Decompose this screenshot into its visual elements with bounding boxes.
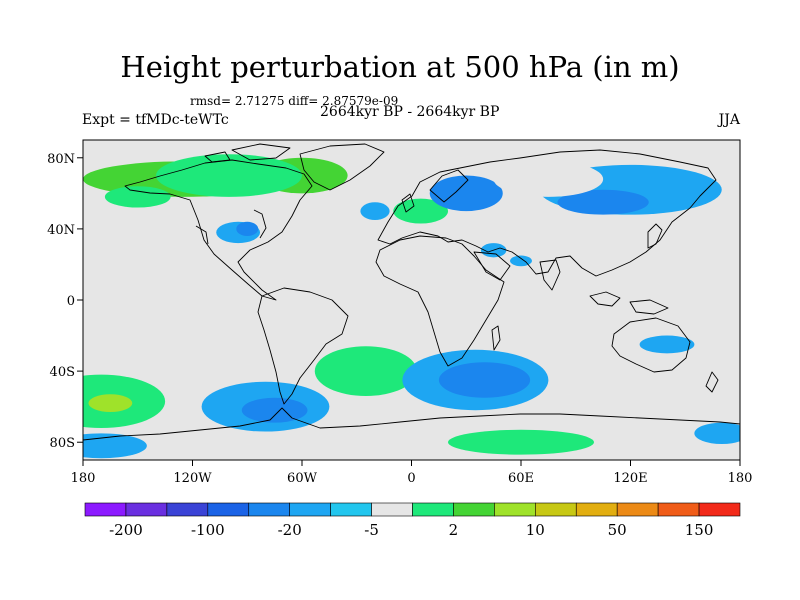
colorbar-swatch-10 (494, 502, 536, 517)
colorbar-label-6: 50 (608, 521, 627, 539)
colorbar-swatch-1 (125, 502, 168, 517)
y-axis: 80N 40N 0 40S 80S (47, 152, 83, 451)
colorbar-label-1: -100 (191, 521, 225, 539)
anomaly-region-3 (104, 186, 171, 208)
colorbar-swatch-7 (371, 502, 413, 517)
anomaly-region-23 (314, 346, 417, 396)
y-tick-label-1: 40N (47, 223, 75, 238)
anomaly-region-9 (429, 175, 503, 212)
anomaly-region-11 (557, 189, 649, 215)
anomaly-region-20 (146, 342, 239, 365)
anomaly-region-30 (448, 429, 594, 455)
anomaly-fields (83, 143, 740, 460)
x-axis: 180 120W 60W 0 60E 120E 180 (71, 460, 753, 486)
colorbar: -200 -100 -20 -5 2 10 50 150 (84, 502, 741, 539)
colorbar-label-5: 10 (526, 521, 545, 539)
colorbar-swatch-15 (698, 502, 741, 517)
colorbar-swatch-5 (289, 502, 331, 517)
colorbar-swatch-4 (248, 502, 290, 517)
colorbar-swatch-12 (575, 502, 618, 517)
anomaly-region-6 (236, 221, 259, 236)
anomaly-region-4 (134, 223, 178, 242)
anomaly-region-14 (351, 244, 417, 267)
x-tick-label-2: 60W (287, 471, 318, 486)
colorbar-swatch-3 (207, 502, 250, 517)
anomaly-region-12 (493, 161, 604, 197)
coastlines (83, 143, 740, 441)
colorbar-swatch-9 (453, 502, 495, 517)
season-label: JJA (718, 112, 740, 128)
plot-title: Height perturbation at 500 hPa (in m) (120, 50, 680, 84)
colorbar-swatch-0 (84, 502, 127, 517)
anomaly-region-8 (393, 198, 448, 224)
y-tick-label-2: 0 (67, 294, 75, 309)
colorbar-swatch-8 (412, 502, 454, 517)
x-tick-label-4: 60E (508, 471, 534, 486)
x-tick-label-0: 180 (71, 471, 96, 486)
anomaly-region-26 (548, 348, 640, 395)
colorbar-label-4: 2 (449, 521, 459, 539)
anomaly-region-27 (639, 335, 695, 354)
anomaly-region-31 (83, 433, 147, 459)
anomaly-region-28 (670, 374, 737, 404)
anomaly-region-22 (241, 397, 308, 423)
period-label: 2664kyr BP - 2664kyr BP (320, 104, 500, 120)
y-tick-label-0: 80N (47, 152, 75, 167)
experiment-label: Expt = tfMDc-teWTc (82, 112, 229, 128)
anomaly-region-19 (88, 394, 133, 412)
colorbar-label-0: -200 (109, 521, 143, 539)
colorbar-swatch-2 (166, 502, 209, 517)
y-tick-label-3: 40S (50, 365, 75, 380)
anomaly-region-32 (694, 422, 740, 444)
anomaly-region-13 (594, 143, 740, 165)
colorbar-label-7: 150 (685, 521, 714, 539)
x-tick-label-1: 120W (173, 471, 212, 486)
colorbar-label-2: -20 (278, 521, 302, 539)
colorbar-swatch-14 (657, 502, 700, 517)
colorbar-swatch-13 (616, 502, 659, 517)
colorbar-swatch-6 (330, 502, 372, 517)
colorbar-swatch-11 (535, 502, 577, 517)
colorbar-label-3: -5 (364, 521, 379, 539)
stats-text: rmsd= 2.71275 diff= 2.87579e-09 (190, 94, 399, 108)
anomaly-region-16 (510, 255, 532, 267)
anomaly-region-7 (360, 202, 390, 220)
x-tick-label-6: 180 (728, 471, 753, 486)
x-tick-label-5: 120E (613, 471, 647, 486)
x-tick-label-3: 0 (407, 471, 415, 486)
anomaly-region-25 (438, 362, 531, 398)
y-tick-label-4: 80S (50, 436, 75, 451)
